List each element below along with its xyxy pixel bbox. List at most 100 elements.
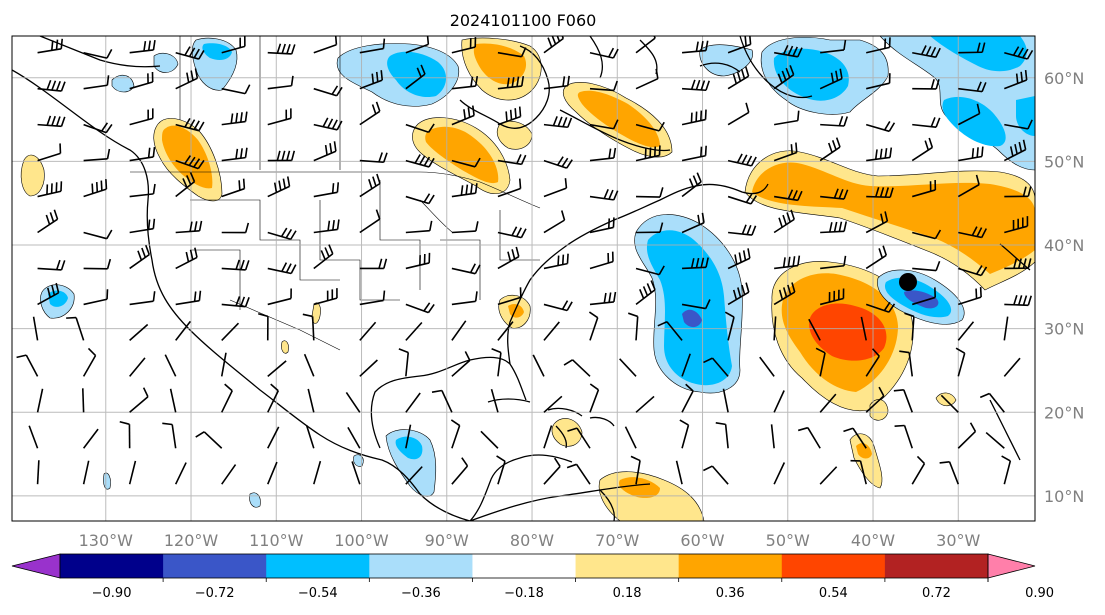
colorbar: −0.90 −0.72 −0.54 −0.36 −0.18 0.18 0.36 0.54 0.7…	[11, 553, 1054, 601]
wind-barb	[267, 426, 280, 449]
negative-anomaly-region	[930, 36, 1027, 72]
wind-barb	[563, 359, 591, 377]
wind-barb	[843, 427, 867, 449]
wind-barb	[703, 357, 729, 377]
wind-barb	[865, 211, 889, 234]
wind-barb	[119, 420, 131, 449]
wind-barb	[770, 424, 775, 449]
negative-anomaly-region	[387, 51, 447, 98]
wind-barb	[267, 383, 279, 413]
wind-barb	[37, 259, 66, 271]
wind-barb	[543, 75, 570, 90]
wind-barb	[83, 122, 113, 134]
colorbar-bin	[678, 554, 783, 578]
wind-barb	[83, 229, 113, 240]
colorbar-bin	[60, 554, 164, 578]
wind-barb	[865, 121, 896, 133]
wind-barb	[1004, 216, 1029, 234]
wind-barb	[819, 288, 845, 306]
wind-barb	[957, 321, 975, 341]
wind-barb	[305, 425, 315, 449]
wind-barb	[543, 116, 573, 129]
wind-barb	[83, 179, 108, 198]
wind-barb	[958, 226, 988, 239]
wind-barb	[958, 287, 982, 306]
wind-barb	[405, 154, 435, 168]
wind-barb	[985, 431, 1005, 449]
wind-barbs	[16, 36, 1034, 485]
wind-barb	[82, 428, 99, 449]
colorbar-bin	[472, 554, 577, 578]
wind-barb	[630, 455, 641, 485]
anomaly-shading	[20, 36, 1035, 521]
wind-barb	[267, 150, 296, 162]
wind-barb	[195, 431, 223, 449]
wind-barb	[589, 119, 619, 130]
lon-tick-label: 30°W	[936, 531, 980, 550]
wind-barb	[635, 68, 659, 90]
wind-barb	[773, 390, 785, 413]
wind-barb	[129, 146, 156, 162]
wind-barb	[1004, 186, 1032, 198]
wind-barb	[911, 455, 926, 485]
colorbar-over-extension	[987, 553, 1036, 579]
wind-barb	[912, 179, 937, 198]
negative-anomaly-region	[773, 48, 849, 101]
wind-barb	[636, 222, 664, 234]
wind-barb	[567, 427, 591, 449]
wind-barb	[589, 80, 618, 92]
wind-barb	[497, 106, 522, 126]
wind-barb	[543, 321, 560, 341]
wind-barb	[174, 462, 187, 485]
wind-barb	[588, 311, 599, 341]
wind-barb	[497, 154, 527, 166]
lat-tick-label: 20°N	[1044, 403, 1084, 422]
wind-barb	[497, 246, 520, 270]
wind-barb	[675, 460, 683, 485]
wind-barb	[1003, 357, 1021, 377]
wind-barb	[37, 181, 63, 198]
wind-barb	[37, 79, 66, 92]
lon-tick-label: 100°W	[334, 531, 389, 550]
wind-barb	[497, 76, 525, 90]
wind-barb	[819, 466, 838, 485]
wind-barb	[866, 73, 891, 90]
wind-barb	[894, 424, 913, 449]
wind-barb	[129, 218, 156, 234]
wind-barb	[83, 289, 109, 306]
wind-barb	[865, 245, 888, 270]
wind-barb	[28, 425, 39, 449]
wind-barb	[359, 173, 381, 198]
wind-barb	[820, 39, 847, 54]
wind-barb	[405, 123, 435, 134]
colorbar-tick-label: 0.72	[922, 586, 951, 601]
wind-barb	[313, 85, 343, 97]
positive-anomaly-region	[577, 90, 660, 148]
wind-barb	[313, 460, 322, 485]
wind-barb	[129, 39, 156, 54]
wind-barb	[37, 282, 60, 306]
wind-barb	[1004, 294, 1032, 307]
wind-barb	[221, 464, 237, 485]
wind-barb	[129, 244, 151, 270]
wind-barb	[497, 321, 514, 341]
wind-barb	[83, 258, 112, 270]
wind-barb	[313, 141, 337, 162]
wind-barb	[773, 142, 798, 162]
wind-barb	[681, 109, 707, 126]
negative-anomaly-region	[904, 290, 939, 309]
wind-barb	[679, 419, 690, 449]
negative-anomaly-region	[1016, 96, 1035, 136]
wind-barb	[405, 220, 433, 234]
positive-anomaly-region	[551, 418, 583, 447]
wind-barb	[635, 36, 656, 54]
colorbar-tick-label: 0.18	[613, 586, 642, 601]
wind-barb	[955, 347, 966, 377]
wind-barb	[359, 359, 378, 377]
map-title: 2024101100 F060	[450, 11, 597, 30]
wind-barb	[359, 101, 381, 126]
wind-barb	[912, 117, 941, 129]
wind-barb	[865, 348, 880, 377]
lon-tick-label: 110°W	[249, 531, 304, 550]
wind-barb	[83, 48, 113, 59]
